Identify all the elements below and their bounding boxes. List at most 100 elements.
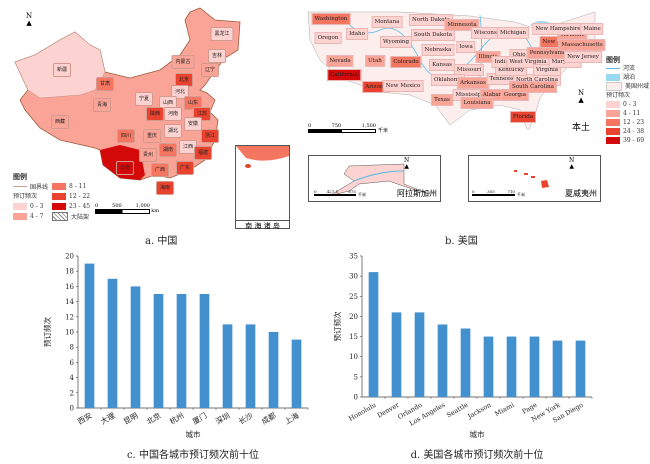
legend-freq-title: 预订频次 [606, 92, 631, 99]
legend-item: 8 - 11 [52, 183, 86, 190]
province-9: 河北 [170, 85, 190, 99]
legend-swatch [606, 137, 620, 144]
x-tick-label: Honolulu [347, 401, 377, 423]
legend-label: 0 - 3 [623, 101, 637, 108]
y-tick-label: 14 [65, 298, 74, 306]
legend-title: 图例 [606, 55, 620, 64]
legend-border: 国界线 [13, 182, 48, 191]
hawaii-scale: 0 355 710 千米 [472, 189, 525, 197]
y-axis-label: 预订频次 [332, 311, 342, 341]
bar [245, 324, 256, 408]
legend-swatch [606, 128, 620, 135]
x-tick-label: 杭州 [168, 410, 186, 426]
y-tick-label: 2 [70, 389, 74, 397]
bar [199, 294, 210, 408]
legend-label: 湖泊 [623, 74, 636, 81]
province-26: 广西 [150, 163, 170, 177]
state-nebraska: Nebraska [421, 44, 455, 56]
north-arrow: N ▲ [404, 158, 409, 170]
legend-lake: 湖泊 [606, 73, 649, 82]
legend-swatch [13, 213, 27, 220]
y-tick-label: 0 [354, 394, 358, 402]
state-new-hampshire: New Hampshire [532, 23, 584, 35]
inset-map [236, 146, 289, 168]
state-louisiana: Louisiana [460, 97, 494, 109]
y-tick-label: 12 [65, 313, 74, 321]
x-tick-label: Seattle [445, 401, 469, 420]
province-27: 广东 [175, 161, 195, 175]
province-6: 吉林 [207, 49, 227, 63]
north-label: N [26, 12, 33, 20]
legend-label: 0 - 3 [30, 203, 44, 210]
legend-freq-title: 预订频次 [13, 193, 38, 200]
bar [552, 340, 563, 397]
bar [414, 312, 425, 397]
china-legend: 图例 国界线 预订频次 [13, 172, 48, 200]
bar [368, 272, 379, 397]
legend-states: 美国州域 [606, 82, 649, 91]
x-tick-label: 北京 [145, 410, 163, 426]
legend-swatch [52, 203, 66, 210]
scale-tick: 750 [331, 123, 342, 129]
scale-tick: 500 [112, 203, 122, 209]
alaska-map [328, 163, 430, 197]
state-texas: Texas [431, 94, 453, 106]
x-tick-label: 厦门 [191, 411, 208, 426]
chart-title: c. 中国各城市预订频次前十位 [127, 448, 259, 461]
border-line-icon [13, 186, 27, 187]
bar [222, 324, 233, 408]
y-tick-label: 35 [349, 253, 358, 261]
scale-unit: 千米 [517, 192, 525, 197]
scale-tick: 0 [314, 189, 317, 194]
state-new-jersey: New Jersey [564, 51, 602, 63]
scale-tick: 875 [348, 189, 356, 194]
legend-label: 大陆架 [71, 214, 90, 221]
bar [506, 336, 517, 397]
y-tick-label: 10 [65, 329, 74, 337]
state-california: California [327, 69, 361, 81]
legend-swatch [606, 101, 620, 108]
x-axis-label: 城市 [186, 429, 201, 439]
legend-item: 23 - 45 [52, 203, 90, 210]
legend-label: 国界线 [30, 184, 49, 191]
legend-label: 23 - 45 [69, 203, 91, 210]
north-label: N [578, 89, 585, 97]
state-south-dakota: South Dakota [411, 29, 455, 41]
province-17: 湖北 [163, 124, 183, 138]
y-tick-label: 5 [354, 373, 358, 381]
scale-tick: 427.5 [326, 189, 339, 194]
state-south-carolina: South Carolina [509, 81, 557, 93]
legend-swatch [52, 183, 66, 190]
bar [460, 328, 471, 397]
us-legend: 图例 河流 湖泊 美国州域 预订频次 0 - 3 4 - 11 12 - 23 24 … [606, 55, 649, 145]
legend-label: 4 - 7 [30, 213, 44, 220]
x-tick-label: Jackson [466, 401, 493, 421]
north-label: N [404, 157, 410, 164]
state-iowa: Iowa [456, 41, 476, 53]
province-5: 黑龙江 [210, 27, 234, 41]
legend-swatch [606, 119, 620, 126]
scale-tick: 0 [472, 189, 475, 194]
y-tick-label: 0 [70, 405, 74, 413]
legend-item: 24 - 38 [606, 127, 649, 136]
state-missouri: Missouri [453, 64, 485, 76]
mainland-label: 本土 [572, 123, 591, 133]
bar [529, 336, 540, 397]
river-line-icon [606, 68, 620, 69]
us-north-arrow: N ▲ [578, 90, 584, 104]
province-12: 宁夏 [134, 92, 154, 106]
legend-label: 12 - 22 [69, 193, 91, 200]
hawaii-label: 夏威夷州 [565, 189, 597, 198]
legend-swatch [606, 110, 620, 117]
state-arkansas: Arkansas [457, 77, 489, 89]
bar [107, 278, 118, 408]
scale-tick: 0 [308, 123, 312, 129]
north-arrow-icon: ▲ [26, 19, 32, 27]
bar [575, 340, 586, 397]
legend-item: 0 - 3 [606, 100, 649, 109]
state-minnesota: Minnesota [444, 19, 480, 31]
x-tick-label: 昆明 [122, 411, 139, 426]
province-1: 西藏 [50, 115, 70, 129]
x-tick-label: 大理 [99, 410, 117, 426]
